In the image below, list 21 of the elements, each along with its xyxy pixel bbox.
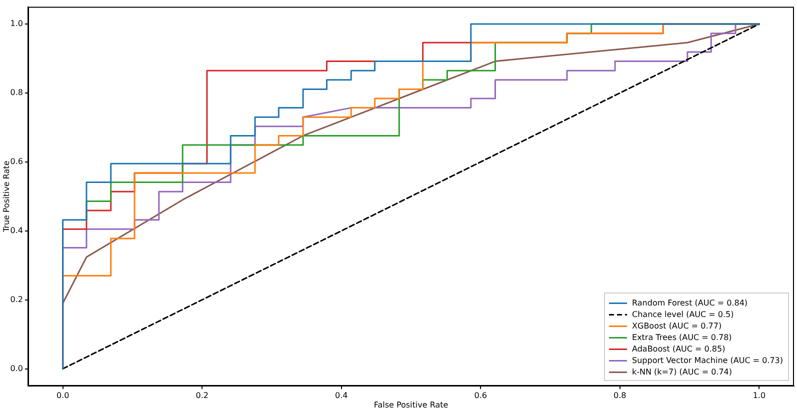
- x-tick-label: 1.0: [752, 390, 766, 400]
- x-tick-label: 0.0: [56, 390, 70, 400]
- y-tick-label: 0.4: [10, 226, 23, 235]
- x-tick-label: 0.2: [196, 390, 208, 400]
- legend-label: Support Vector Machine (AUC = 0.73): [632, 356, 784, 365]
- x-axis-title: False Positive Rate: [374, 400, 448, 410]
- legend-label: Chance level (AUC = 0.5): [632, 310, 734, 319]
- y-tick-label: 1.0: [10, 19, 23, 28]
- y-tick-label: 0.6: [10, 157, 23, 166]
- legend-label: XGBoost (AUC = 0.77): [632, 321, 722, 330]
- legend-label: Random Forest (AUC = 0.84): [632, 298, 748, 308]
- legend-label: k-NN (k=7) (AUC = 0.74): [632, 367, 732, 376]
- y-tick-label: 0.8: [10, 88, 23, 98]
- x-tick-label: 0.8: [614, 390, 626, 400]
- y-axis-title: True Positive Rate: [2, 160, 11, 234]
- legend-label: AdaBoost (AUC = 0.85): [632, 344, 726, 354]
- legend-label: Extra Trees (AUC = 0.78): [632, 332, 732, 342]
- x-tick-label: 0.6: [474, 390, 488, 400]
- y-tick-label: 0.2: [10, 294, 23, 304]
- x-tick-label: 0.4: [334, 390, 348, 400]
- y-tick-label: 0.0: [10, 364, 23, 373]
